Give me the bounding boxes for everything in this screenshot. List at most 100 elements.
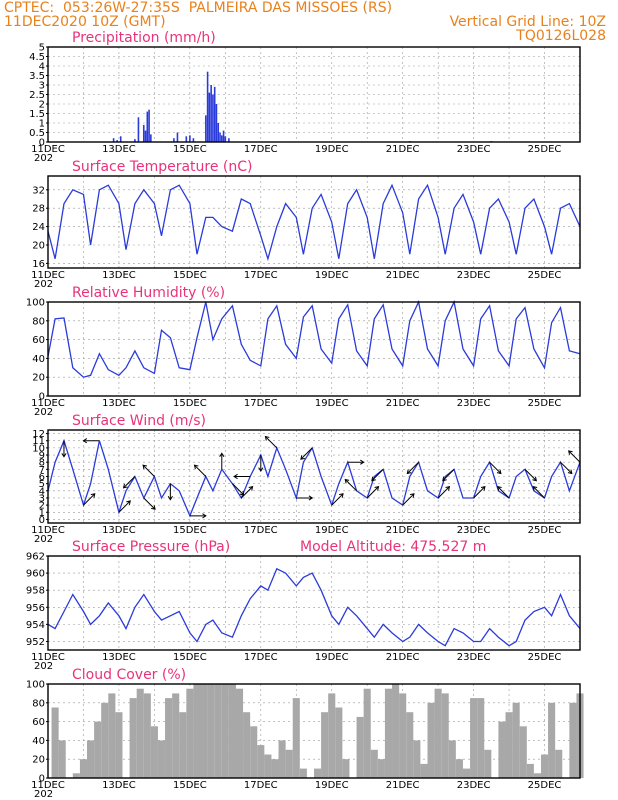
y-tick-label: 3.5: [29, 71, 45, 82]
x-year-stub: 202: [34, 407, 53, 418]
y-tick-label: 24: [32, 222, 45, 233]
cloud-bar: [165, 698, 173, 778]
precip-bar: [137, 117, 140, 142]
x-tick-label: 17DEC: [244, 144, 278, 155]
x-tick-label: 17DEC: [244, 652, 278, 663]
cloud-bar: [455, 759, 463, 778]
x-tick-label: 25DEC: [528, 144, 562, 155]
precip-bar: [146, 111, 149, 142]
y-tick-label: 2: [39, 501, 45, 512]
panel-frame: [47, 175, 581, 269]
model-altitude: Model Altitude: 475.527 m: [300, 539, 486, 555]
cloud-bar: [179, 712, 187, 778]
cloud-bar: [314, 768, 322, 778]
precip-bar: [173, 138, 175, 142]
cloud-bar: [392, 684, 400, 778]
precip-bar: [213, 86, 216, 142]
cloud-bar: [406, 712, 414, 778]
x-tick-label: 13DEC: [102, 398, 136, 409]
cloud-bar: [243, 712, 251, 778]
header-code: TQ0126L028: [516, 28, 606, 44]
y-tick-label: 20: [32, 373, 45, 384]
y-tick-label: 7: [39, 465, 45, 476]
panel-frame: [47, 301, 581, 397]
cloud-bar: [79, 759, 88, 778]
wind-arrow: [406, 461, 419, 474]
y-tick-label: 60: [32, 335, 45, 346]
cloud-bar: [129, 698, 137, 778]
cloud-bar: [285, 749, 293, 778]
cloud-bar: [363, 688, 371, 778]
cloud-bar: [143, 693, 151, 778]
wind-arrow-head: [360, 459, 365, 465]
precip-bar: [228, 138, 230, 142]
panel-frame: [47, 429, 581, 524]
precip-bar: [217, 123, 220, 142]
cloud-bar: [72, 773, 80, 778]
x-tick-label: 25DEC: [528, 270, 562, 281]
wind-arrow-head: [442, 476, 447, 482]
precip-bar: [224, 136, 227, 142]
y-tick-label: 3: [39, 81, 45, 92]
header-grid: Vertical Grid Line: 10Z: [449, 14, 606, 30]
cloud-bar: [264, 754, 272, 778]
y-tick-label: 958: [26, 586, 45, 597]
cloud-bar: [193, 684, 201, 778]
x-tick-label: 23DEC: [457, 780, 491, 791]
cloud-bar: [484, 749, 492, 778]
x-tick-label: 21DEC: [386, 525, 420, 536]
cloud-bar: [228, 684, 236, 778]
precip-bar: [119, 136, 122, 142]
cloud-bar: [292, 698, 300, 778]
precip-bar: [185, 136, 188, 142]
x-tick-label: 15DEC: [173, 144, 207, 155]
cloud-bar: [207, 684, 215, 778]
y-tick-label: 9: [39, 451, 45, 462]
x-tick-label: 13DEC: [102, 780, 136, 791]
y-tick-label: 952: [26, 637, 45, 648]
x-year-stub: 202: [34, 153, 53, 164]
wind-arrow-head: [532, 485, 538, 491]
y-tick-label: 4: [39, 62, 45, 73]
x-tick-label: 13DEC: [102, 270, 136, 281]
cloud-bar: [94, 721, 102, 778]
x-year-stub: 202: [34, 279, 53, 290]
x-tick-label: 13DEC: [102, 525, 136, 536]
wind-arrow-head: [219, 452, 225, 457]
cloud-bar: [427, 702, 435, 778]
cloud-bar: [526, 763, 534, 778]
y-tick-label: 0: [39, 138, 45, 149]
cloud-bar: [470, 698, 478, 778]
header-run: 11DEC2020 10Z (GMT): [4, 14, 166, 30]
y-tick-label: 40: [32, 736, 45, 747]
y-tick-label: 0.5: [29, 128, 45, 139]
precip-bar: [210, 85, 212, 142]
y-tick-label: 80: [32, 316, 45, 327]
cloud-bar: [533, 773, 541, 778]
wind-arrow-head: [300, 455, 305, 460]
wind-arrow: [473, 486, 486, 499]
precip-bar: [189, 135, 191, 142]
cloud-bar: [399, 693, 407, 778]
x-tick-label: 23DEC: [457, 525, 491, 536]
wind-arrow-head: [445, 485, 451, 491]
wind-arrow: [118, 500, 131, 513]
y-tick-label: 954: [26, 620, 45, 631]
y-tick-label: 40: [32, 354, 45, 365]
wind-arrow-head: [406, 469, 412, 475]
x-tick-label: 21DEC: [386, 780, 420, 791]
wind-arrow-head: [374, 485, 380, 491]
y-tick-label: 16: [32, 259, 45, 270]
wind-arrow-head: [122, 483, 128, 489]
wind-arrow-head: [248, 485, 254, 491]
y-tick-label: 960: [26, 569, 45, 580]
panel-title: Relative Humidity (%): [72, 285, 225, 301]
cloud-bar: [335, 707, 343, 778]
x-tick-label: 11DEC: [31, 525, 65, 536]
x-tick-label: 17DEC: [244, 398, 278, 409]
y-tick-label: 3: [39, 493, 45, 504]
precip-bar: [215, 104, 218, 142]
cloud-bar: [136, 688, 144, 778]
wind-arrow-head: [233, 473, 238, 480]
wind-arrow-head: [308, 495, 314, 501]
